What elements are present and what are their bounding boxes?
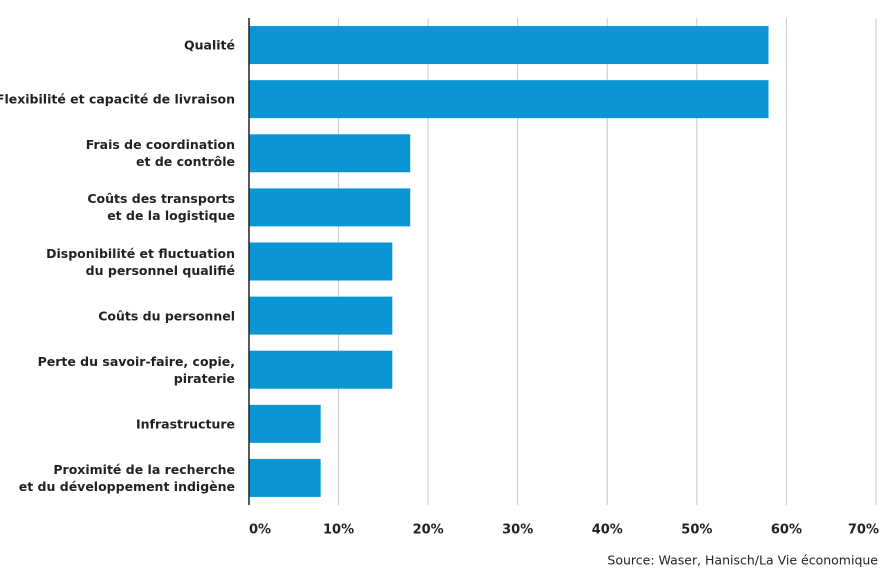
bar bbox=[249, 134, 411, 173]
category-label: Flexibilité et capacité de livraison bbox=[0, 91, 235, 107]
x-tick-label: 0% bbox=[249, 523, 271, 538]
x-tick-label: 60% bbox=[771, 523, 802, 538]
category-label: Disponibilité et fluctuation du personne… bbox=[46, 245, 235, 278]
bar bbox=[249, 404, 321, 443]
category-label: Infrastructure bbox=[136, 416, 235, 432]
bar bbox=[249, 26, 769, 65]
bar bbox=[249, 242, 393, 281]
category-label: Frais de coordination et de contrôle bbox=[85, 137, 235, 170]
x-tick-label: 40% bbox=[592, 523, 623, 538]
x-tick-label: 70% bbox=[848, 523, 879, 538]
category-label: Proximité de la recherche et du développ… bbox=[18, 461, 235, 494]
bar bbox=[249, 188, 411, 227]
x-tick-label: 50% bbox=[681, 523, 712, 538]
x-tick-label: 10% bbox=[323, 523, 354, 538]
category-label: Coûts du personnel bbox=[98, 308, 235, 324]
category-label: Perte du savoir-faire, copie, piraterie bbox=[37, 353, 235, 386]
category-label: Qualité bbox=[184, 37, 235, 53]
x-tick-label: 20% bbox=[413, 523, 444, 538]
source: Source: Waser, Hanisch/La Vie économique bbox=[607, 553, 878, 568]
bar bbox=[249, 350, 393, 389]
bar bbox=[249, 296, 393, 335]
bar bbox=[249, 80, 769, 119]
category-label: Coûts des transports et de la logistique bbox=[87, 191, 235, 224]
bar bbox=[249, 458, 321, 497]
x-tick-label: 30% bbox=[502, 523, 533, 538]
